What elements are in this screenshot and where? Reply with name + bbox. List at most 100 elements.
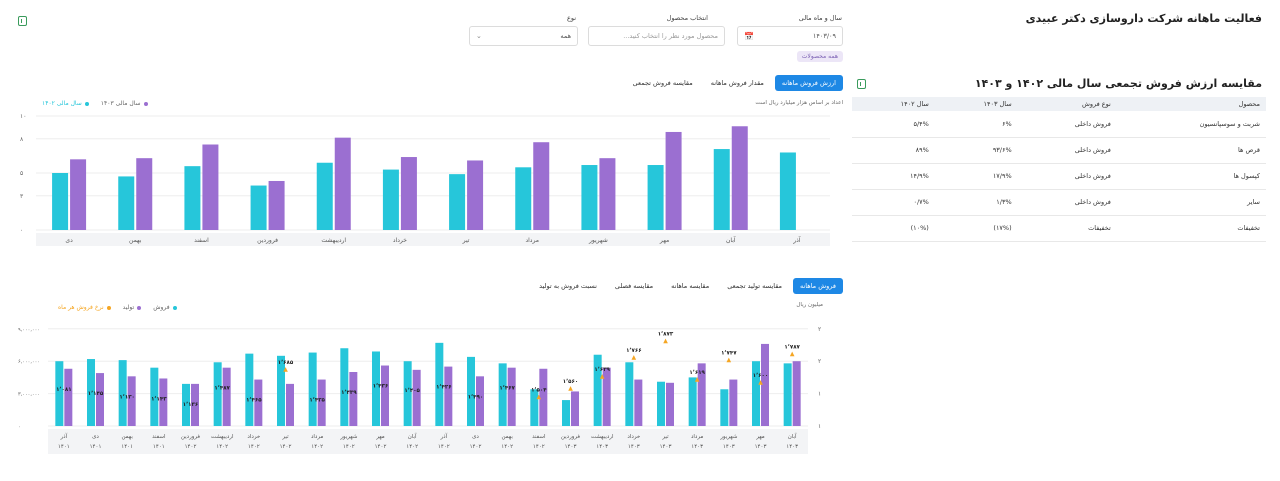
bar-production bbox=[254, 379, 263, 426]
chart2-unit: میلیون ریال bbox=[796, 302, 823, 308]
bar-sales bbox=[372, 351, 380, 426]
x-tick-year: ۱۴۰۱ bbox=[153, 444, 165, 450]
rate-marker: ▲ bbox=[790, 351, 795, 358]
bar-sales bbox=[277, 355, 285, 426]
bar-production bbox=[317, 379, 326, 426]
col-1403: سال ۱۴۰۳ bbox=[934, 97, 1018, 111]
rate-marker: ▲ bbox=[283, 366, 288, 373]
x-tick-year: ۱۴۰۲ bbox=[311, 444, 323, 450]
bar-1402 bbox=[52, 173, 69, 230]
x-tick-year: ۱۴۰۲ bbox=[248, 444, 260, 450]
bar-value-label: ۱٬۴۲۵ bbox=[309, 398, 325, 404]
x-tick-year: ۱۴۰۲ bbox=[470, 444, 482, 450]
type-select[interactable]: همه ⌄ bbox=[469, 26, 578, 46]
rate-label: ۱٬۷۸۷ bbox=[784, 345, 800, 351]
cell-1402: ۱۴/۹% bbox=[852, 163, 935, 190]
y-tick-label: ۰ bbox=[18, 424, 21, 430]
bar-production bbox=[381, 365, 389, 426]
x-tick-year: ۱۴۰۳ bbox=[755, 444, 767, 450]
year-month-field[interactable]: ۱۴۰۳/۰۹ 📅 bbox=[737, 26, 843, 46]
x-tick-month: اردیبهشت bbox=[591, 434, 614, 440]
tab-cumulative-production[interactable]: مقایسه تولید تجمعی bbox=[727, 282, 782, 290]
table-row: شربت و سوسپانسیون فروش داخلی ۶% ۵/۴% bbox=[852, 111, 1266, 138]
x-tick-month: مرداد bbox=[311, 434, 323, 440]
bar-1402 bbox=[184, 166, 201, 230]
bar-production bbox=[697, 363, 706, 426]
y-tick-label: ۸ bbox=[20, 136, 24, 143]
bar-production bbox=[64, 368, 73, 426]
bar-production bbox=[729, 379, 738, 426]
cell-1402: (۱۰%) bbox=[852, 215, 935, 242]
cell-product: شربت و سوسپانسیون bbox=[1116, 111, 1266, 138]
rate-label: ۱٬۷۴۷ bbox=[721, 351, 737, 357]
rate-label: ۱٬۶۳۹ bbox=[594, 367, 610, 373]
rate-label: ۱٬۵۰۴ bbox=[531, 387, 547, 393]
bar-value-label: ۱٬۴۸۷ bbox=[214, 386, 230, 392]
bar-production bbox=[444, 366, 453, 426]
x-tick-month: خرداد bbox=[247, 434, 260, 440]
bar-sales bbox=[562, 400, 570, 426]
x-tick-month: بهمن bbox=[501, 434, 513, 440]
year-month-label: سال و ماه مالی bbox=[798, 14, 842, 22]
cell-sale-type: فروش داخلی bbox=[1017, 163, 1117, 190]
tab-monthly-sales-value[interactable]: ارزش فروش ماهانه bbox=[774, 75, 843, 91]
comparison-excel-icon[interactable] bbox=[857, 79, 866, 89]
bar-1402 bbox=[581, 165, 598, 230]
tab-cumulative-sales[interactable]: مقایسه فروش تجمعی bbox=[632, 79, 693, 87]
x-tick-year: ۱۴۰۲ bbox=[533, 444, 545, 450]
x-tick-month: شهریور bbox=[719, 434, 738, 440]
x-tick-label: اردیبهشت bbox=[321, 237, 346, 244]
x-tick-year: ۱۴۰۳ bbox=[565, 444, 577, 450]
y2-tick-label: ۲ bbox=[818, 326, 821, 333]
calendar-icon: 📅 bbox=[744, 31, 754, 41]
bar-sales bbox=[752, 361, 760, 426]
bar-value-label: ۱٬۱۴۵ bbox=[88, 391, 104, 397]
cell-1402: ۸۹% bbox=[852, 137, 935, 164]
y-tick-label: ۰ bbox=[20, 227, 23, 234]
tab-monthly-sales-quantity[interactable]: مقدار فروش ماهانه bbox=[710, 79, 764, 87]
bar-1403 bbox=[70, 159, 87, 230]
bar-1402 bbox=[647, 165, 664, 230]
bar-sales bbox=[87, 359, 95, 426]
bar-sales bbox=[498, 363, 507, 426]
x-tick-month: تیر bbox=[661, 434, 669, 440]
excel-export-icon[interactable] bbox=[18, 16, 27, 26]
tab-sales-to-production[interactable]: نسبت فروش به تولید bbox=[539, 282, 597, 290]
rate-marker: ▲ bbox=[632, 354, 637, 361]
bar-sales bbox=[720, 389, 729, 426]
x-tick-label: بهمن bbox=[129, 237, 142, 244]
bar-1402 bbox=[118, 176, 135, 230]
bar-production bbox=[349, 372, 358, 426]
product-label: انتخاب محصول bbox=[666, 14, 708, 22]
product-select[interactable]: محصول مورد نظر را انتخاب کنید... bbox=[588, 26, 725, 46]
x-tick-year: ۱۴۰۳ bbox=[786, 444, 798, 450]
cell-product: تخفیفات bbox=[1116, 215, 1266, 242]
filter-chip-all-products[interactable]: همه محصولات bbox=[796, 51, 843, 62]
x-tick-month: خرداد bbox=[627, 434, 640, 440]
tab-seasonal-comparison[interactable]: مقایسه فصلی bbox=[614, 282, 654, 290]
bar-1402 bbox=[382, 169, 399, 230]
y2-tick-label: ۱ bbox=[818, 391, 821, 398]
bar-sales bbox=[593, 354, 602, 426]
tab-monthly-comparison[interactable]: مقایسه ماهانه bbox=[671, 282, 710, 290]
bar-1403 bbox=[268, 180, 285, 230]
bar-sales bbox=[688, 377, 697, 426]
tab-monthly-sales[interactable]: فروش ماهانه bbox=[793, 278, 843, 294]
chart1-note: اعداد بر اساس هزار میلیارد ریال است bbox=[755, 100, 843, 106]
bar-sales bbox=[530, 389, 539, 426]
x-tick-month: بهمن bbox=[121, 434, 133, 440]
bar-production bbox=[191, 383, 199, 426]
x-tick-label: آبان bbox=[726, 235, 736, 244]
y-tick-label: ۶,۰۰۰,۰۰۰ bbox=[18, 359, 40, 365]
bar-production bbox=[539, 368, 548, 426]
bar-sales bbox=[783, 363, 792, 426]
x-tick-month: اسفند bbox=[152, 434, 166, 440]
bar-1402 bbox=[449, 174, 466, 230]
rate-marker: ▲ bbox=[727, 357, 732, 364]
x-axis-band bbox=[48, 429, 808, 454]
x-tick-month: فروردین bbox=[561, 434, 581, 440]
annual-sales-bar-chart: ۰ ۳ ۵ ۸ ۱۰ آذر آبان مهر شهریور مرداد تیر خرداد اردیب… bbox=[20, 113, 830, 246]
col-product: محصول bbox=[1116, 97, 1266, 111]
cell-1403: ۱۷/۹% bbox=[934, 163, 1018, 190]
type-label: نوع bbox=[566, 14, 576, 22]
